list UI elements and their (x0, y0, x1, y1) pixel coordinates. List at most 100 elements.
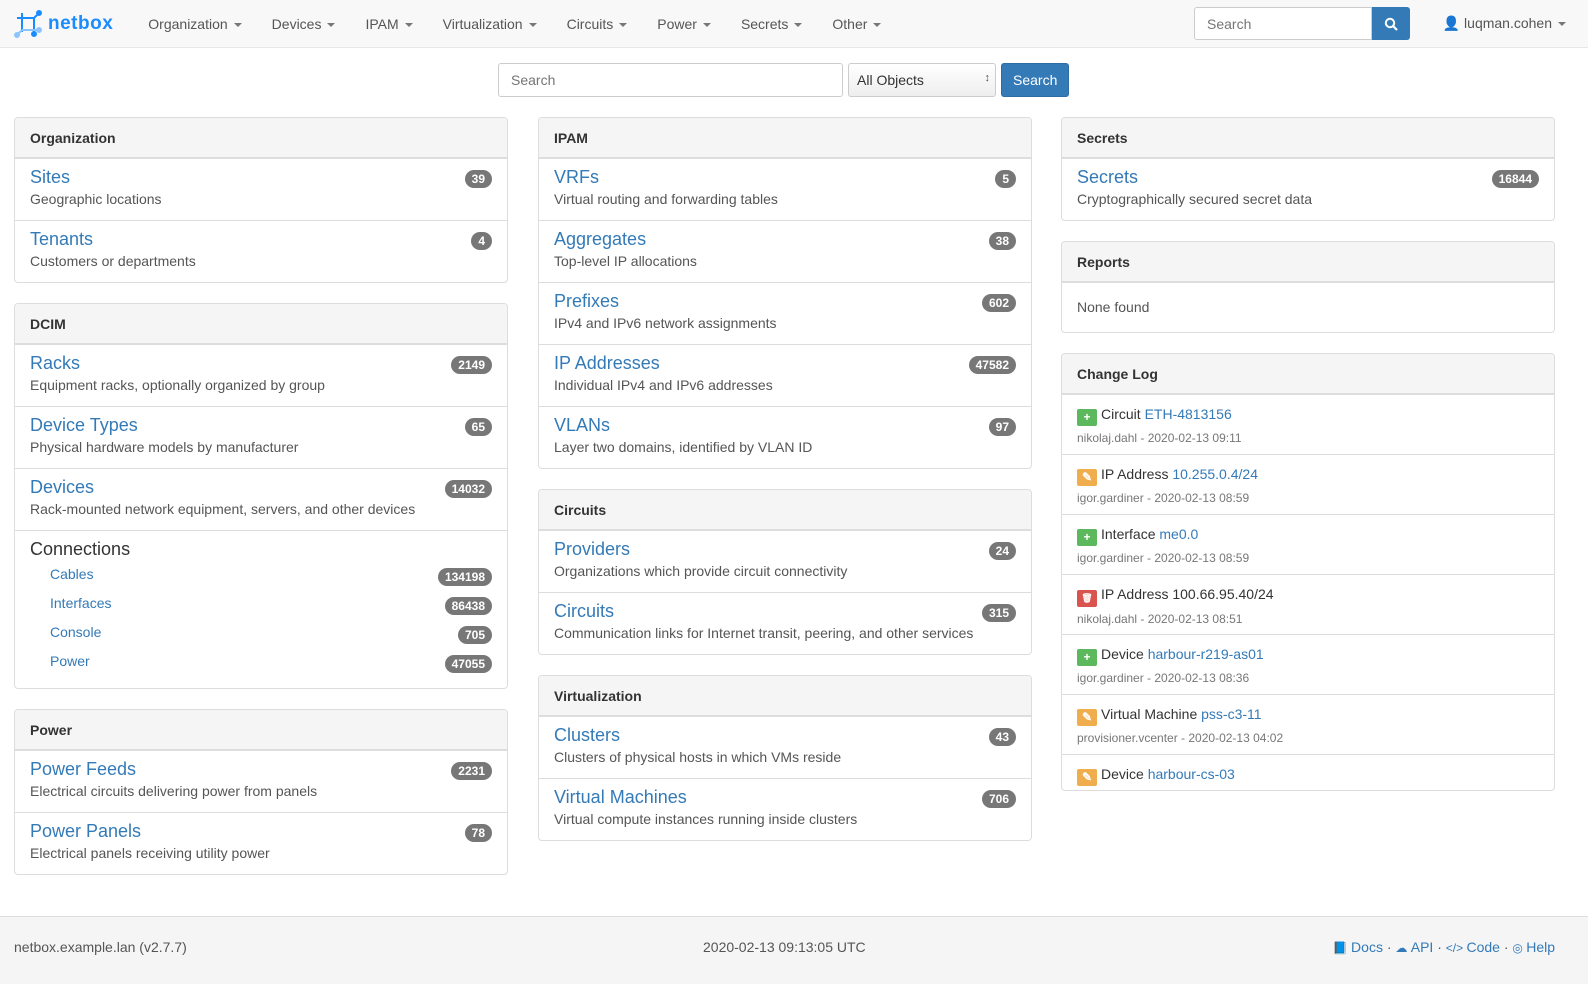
link-interfaces[interactable]: Interfaces (50, 595, 112, 611)
object-type: Device (1101, 646, 1144, 662)
footer-link-label: Help (1526, 939, 1555, 955)
footer-link-code[interactable]: </> Code (1446, 939, 1500, 955)
link-clusters[interactable]: Clusters (554, 725, 621, 745)
list-item: Circuits Communication links for Internet… (539, 592, 1031, 654)
create-icon: + (1077, 649, 1097, 666)
link-prefixes[interactable]: Prefixes (554, 291, 620, 311)
item-description: Cryptographically secured secret data (1077, 191, 1313, 207)
link-console[interactable]: Console (50, 624, 102, 640)
footer-time: 2020-02-13 09:13:05 UTC (703, 939, 866, 955)
object-link[interactable]: me0.0 (1159, 526, 1199, 542)
nav-menu-secrets[interactable]: Secrets (726, 16, 817, 32)
user-icon: 👤 (1442, 15, 1461, 31)
navbar-search-button[interactable] (1372, 7, 1410, 40)
caret-down-icon (873, 22, 882, 27)
nav-menu-label: Secrets (740, 15, 789, 32)
item-description: Organizations which provide circuit conn… (554, 563, 848, 579)
entry-meta: igor.gardiner - 2020-02-13 08:36 (1077, 671, 1250, 685)
update-icon: ✎ (1077, 469, 1097, 486)
object-type: IP Address (1101, 466, 1169, 482)
count-badge: 4 (471, 232, 492, 250)
count-badge: 14032 (444, 480, 492, 498)
link-vlans[interactable]: VLANs (554, 415, 611, 435)
list-item: Tenants Customers or departments 4 (15, 220, 507, 282)
link-secrets[interactable]: Secrets (1077, 167, 1139, 187)
list-item: Aggregates Top-level IP allocations 38 (539, 220, 1031, 282)
navbar-search-input[interactable] (1194, 7, 1372, 40)
link-providers[interactable]: Providers (554, 539, 631, 559)
count-badge: 47582 (968, 356, 1016, 374)
update-icon: ✎ (1077, 709, 1097, 726)
global-search-button[interactable]: Search (1001, 63, 1070, 97)
list-item: Clusters Clusters of physical hosts in wh… (539, 716, 1031, 778)
panel-reports: Reports None found (1061, 241, 1555, 333)
nav-menu-label: Organization (148, 15, 228, 32)
object-link[interactable]: harbour-cs-03 (1147, 766, 1235, 782)
count-badge: 2231 (451, 762, 492, 780)
delete-icon: 🗑 (1077, 590, 1097, 607)
item-description: Equipment racks, optionally organized by… (30, 377, 325, 393)
count-badge: 43 (988, 728, 1016, 746)
object-type: Virtual Machine (1101, 706, 1198, 722)
count-badge: 705 (457, 626, 492, 644)
nav-menu-power[interactable]: Power (642, 16, 726, 32)
object-link[interactable]: 10.255.0.4/24 (1172, 466, 1258, 482)
link-circuits[interactable]: Circuits (554, 601, 615, 621)
count-badge: 16844 (1491, 170, 1539, 188)
separator: · (1382, 939, 1396, 955)
link-aggregates[interactable]: Aggregates (554, 229, 647, 249)
nav-menu-ipam[interactable]: IPAM (350, 16, 427, 32)
link-sites[interactable]: Sites (30, 167, 71, 187)
link-device-types[interactable]: Device Types (30, 415, 138, 435)
object-link[interactable]: harbour-r219-as01 (1147, 646, 1264, 662)
global-search-input[interactable] (498, 63, 843, 97)
link-devices[interactable]: Devices (30, 477, 95, 497)
item-description: Customers or departments (30, 253, 196, 269)
nav-menu-virtualization[interactable]: Virtualization (428, 16, 552, 32)
link-power-feeds[interactable]: Power Feeds (30, 759, 137, 779)
object-type: Interface (1101, 526, 1156, 542)
nav-menu-devices[interactable]: Devices (257, 16, 351, 32)
connection-row: Power 47055 (30, 649, 492, 678)
item-description: Communication links for Internet transit… (554, 625, 974, 641)
connection-row: Console 705 (30, 620, 492, 649)
list-item: Power Feeds Electrical circuits deliverin… (15, 750, 507, 812)
panel-virtualization: Virtualization Clusters Clusters of physic… (538, 675, 1032, 841)
user-menu[interactable]: 👤 luqman.cohen (1443, 15, 1566, 32)
count-badge: 78 (464, 824, 492, 842)
panel-heading: Change Log (1062, 354, 1554, 394)
link-ip-addresses[interactable]: IP Addresses (554, 353, 660, 373)
caret-down-icon (619, 22, 628, 27)
link-cables[interactable]: Cables (50, 566, 94, 582)
footer-link-docs[interactable]: 📘 Docs (1333, 939, 1383, 955)
footer-link-help[interactable]: ◎ Help (1512, 939, 1555, 955)
link-power-panels[interactable]: Power Panels (30, 821, 142, 841)
object-link[interactable]: pss-c3-11 (1201, 706, 1262, 722)
caret-down-icon (1558, 22, 1566, 27)
item-description: Electrical panels receiving utility powe… (30, 845, 270, 861)
code-icon: </> (1445, 941, 1467, 955)
nav-menu-organization[interactable]: Organization (133, 16, 256, 32)
panel-heading: Reports (1062, 242, 1554, 282)
link-power[interactable]: Power (50, 653, 90, 669)
nav-menu-circuits[interactable]: Circuits (552, 16, 643, 32)
object-type: IP Address (1101, 586, 1169, 602)
list-item: IP Addresses Individual IPv4 and IPv6 add… (539, 344, 1031, 406)
footer-link-api[interactable]: ☁ API (1395, 939, 1433, 955)
object-type-select[interactable]: All Objects (848, 63, 996, 97)
object-name: 100.66.95.40/24 (1172, 586, 1274, 602)
link-racks[interactable]: Racks (30, 353, 81, 373)
cloud-icon: ☁ (1395, 941, 1411, 955)
caret-down-icon (794, 22, 803, 27)
nav-menu-other[interactable]: Other (817, 16, 896, 32)
connections-section: Connections Cables 134198 Interfaces 86438 Co… (15, 530, 507, 688)
link-virtual-machines[interactable]: Virtual Machines (554, 787, 687, 807)
link-tenants[interactable]: Tenants (30, 229, 94, 249)
link-vrfs[interactable]: VRFs (554, 167, 599, 187)
panel-dcim: DCIM Racks Equipment racks, optionally org… (14, 303, 508, 689)
list-item: Devices Rack-mounted network equipment, s… (15, 468, 507, 530)
entry-meta: nikolaj.dahl - 2020-02-13 08:51 (1077, 612, 1243, 626)
brand-logo[interactable]: netbox (14, 9, 113, 38)
list-item: Secrets Cryptographically secured secret … (1062, 158, 1554, 220)
object-link[interactable]: ETH-4813156 (1144, 406, 1232, 422)
